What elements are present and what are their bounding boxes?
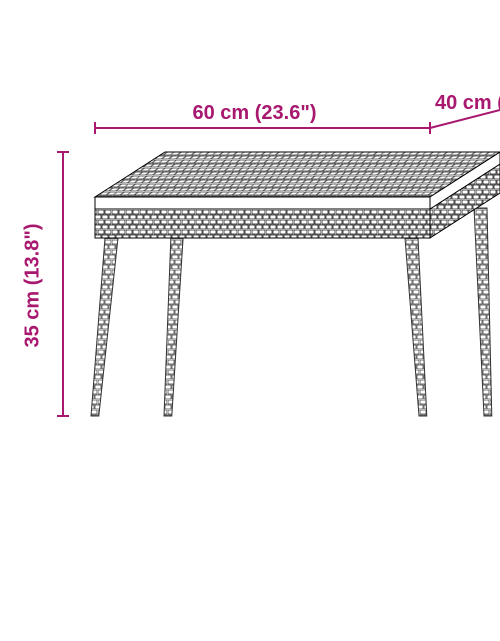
depth-dimension-label: 40 cm (15 <box>435 92 500 115</box>
technical-drawing: 60 cm (23.6") 40 cm (15 35 cm (13.8") <box>0 0 500 641</box>
drawing-svg <box>0 0 500 641</box>
height-dimension-label: 35 cm (13.8") <box>22 206 45 366</box>
width-dimension-label: 60 cm (23.6") <box>193 102 317 125</box>
